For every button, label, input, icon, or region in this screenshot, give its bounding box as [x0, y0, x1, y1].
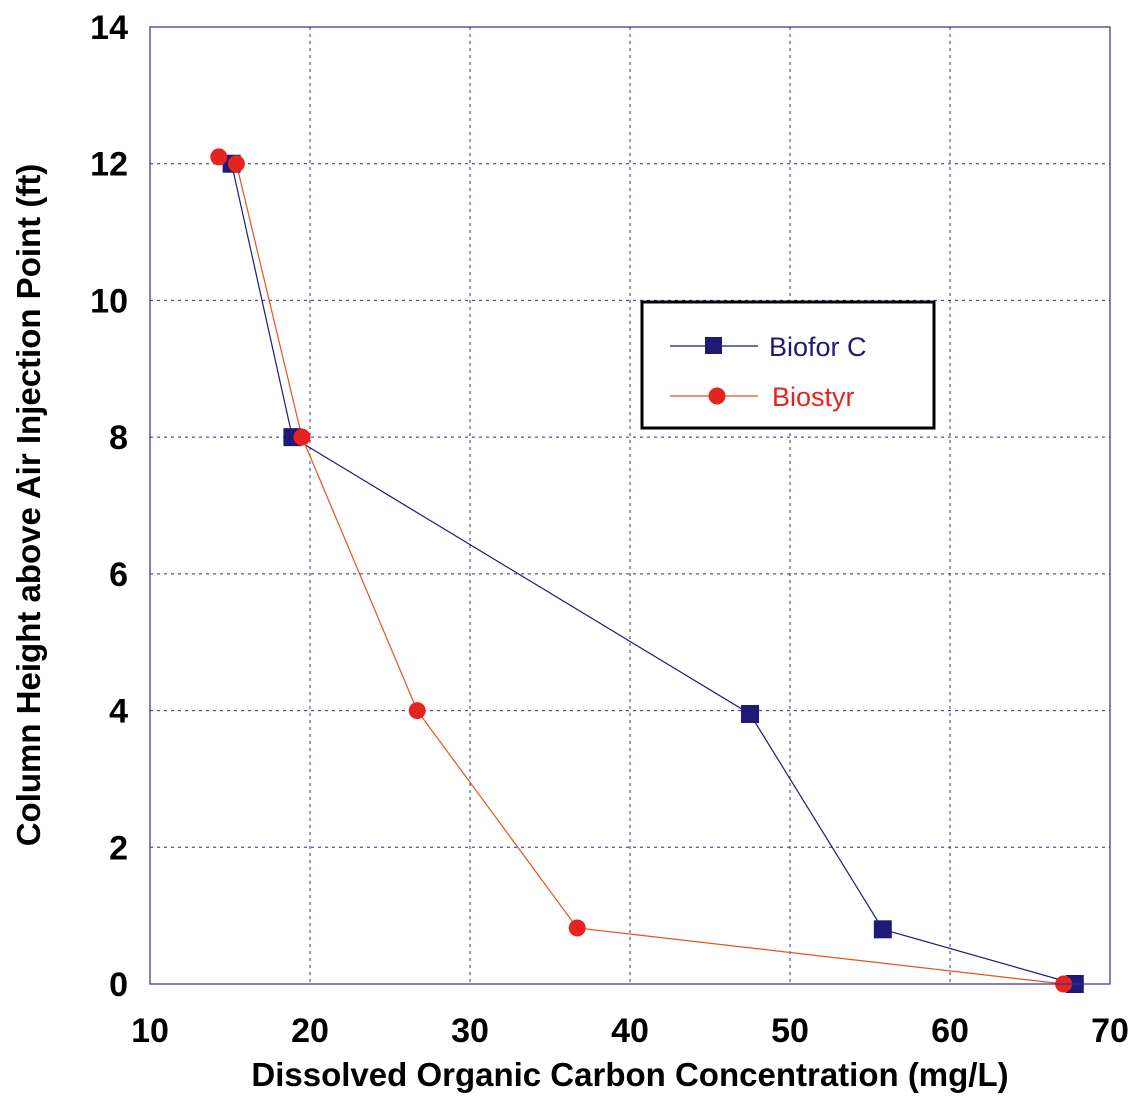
data-point-biostyr: [568, 919, 586, 937]
x-tick-label: 30: [451, 1012, 489, 1050]
x-tick-label: 70: [1091, 1012, 1129, 1050]
x-axis-title: Dissolved Organic Carbon Concentration (…: [251, 1056, 1008, 1093]
y-tick-label: 2: [109, 829, 128, 867]
x-tick-label: 40: [611, 1012, 649, 1050]
y-tick-label: 14: [90, 9, 128, 47]
y-axis-ticks: 0 2 4 6 8 10 12 14: [90, 9, 128, 1004]
x-tick-label: 10: [131, 1012, 169, 1050]
legend: Biofor C Biostyr: [640, 300, 936, 430]
legend-label-biofor-c: Biofor C: [769, 332, 867, 362]
y-axis-title: Column Height above Air Injection Point …: [10, 164, 47, 847]
x-tick-label: 20: [291, 1012, 329, 1050]
y-tick-label: 6: [109, 556, 128, 594]
legend-marker-biostyr: [708, 387, 726, 405]
y-tick-label: 0: [109, 966, 128, 1004]
grid-lines: [150, 27, 1110, 984]
legend-box: [640, 300, 936, 430]
data-point-biostyr: [227, 155, 245, 173]
data-point-biofor-c: [873, 920, 892, 939]
y-tick-label: 8: [109, 419, 128, 457]
plot-frame: [149, 26, 1111, 985]
data-point-biostyr: [210, 148, 228, 166]
data-point-biofor-c: [741, 704, 759, 723]
legend-label-biostyr: Biostyr: [772, 382, 855, 412]
series-markers: [210, 148, 1084, 993]
y-tick-label: 10: [90, 282, 128, 320]
x-tick-label: 50: [771, 1012, 809, 1050]
y-tick-label: 12: [90, 146, 128, 184]
data-point-biostyr: [293, 428, 311, 446]
x-tick-label: 60: [931, 1012, 969, 1050]
x-axis-ticks: 10 20 30 40 50 60 70: [131, 1012, 1129, 1050]
legend-marker-biofor-c: [705, 337, 722, 354]
y-tick-label: 4: [109, 693, 128, 731]
data-point-biostyr: [408, 702, 426, 720]
